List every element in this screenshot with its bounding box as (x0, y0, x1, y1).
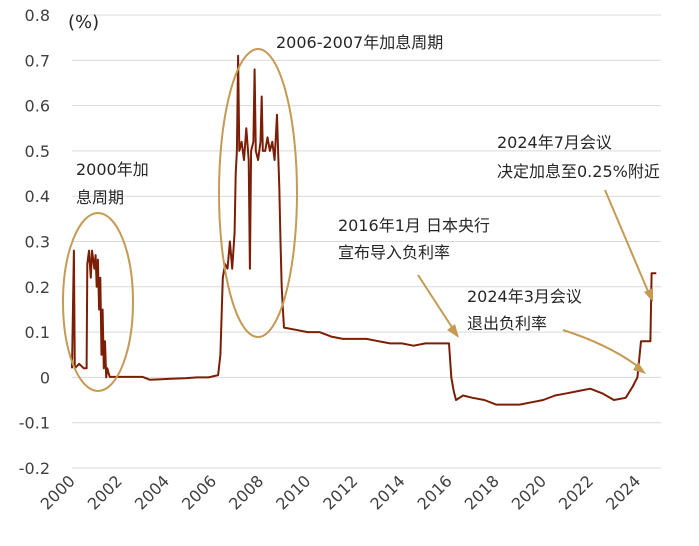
annotation-2024-july-line1: 2024年7月会议 (497, 133, 612, 152)
y-tick-label: 0.1 (25, 323, 50, 342)
annotation-2024-march-line1: 2024年3月会议 (467, 287, 582, 306)
annotation-2016-line2: 宣布导入负利率 (338, 243, 450, 262)
gridlines (72, 14, 661, 469)
x-tick-label: 2014 (366, 471, 408, 513)
x-tick-label: 2018 (461, 471, 503, 513)
annotation-2024-march-line2: 退出负利率 (467, 314, 547, 333)
annotation-2016-line1: 2016年1月 日本央行 (338, 216, 490, 235)
x-tick-label: 2012 (319, 471, 361, 513)
y-tick-label: 0.3 (25, 233, 50, 252)
x-tick-label: 2024 (602, 471, 644, 513)
x-tick-label: 2010 (272, 471, 314, 513)
y-unit-label: (%) (68, 12, 99, 33)
series-line (71, 54, 657, 406)
x-tick-label: 2016 (414, 471, 456, 513)
y-tick-label: 0.8 (25, 6, 50, 25)
annotation-2000-line1: 2000年加 (76, 160, 149, 179)
x-tick-label: 2004 (131, 471, 173, 513)
annotation-2006: 2006-2007年加息周期 (276, 33, 443, 52)
y-tick-label: 0.2 (25, 278, 50, 297)
x-tick-label: 2008 (225, 471, 267, 513)
annotation-2000-line2: 息周期 (76, 188, 124, 207)
y-tick-label: 0.5 (25, 142, 50, 161)
y-tick-label: 0.7 (25, 51, 50, 70)
highlight-ellipse-2006 (218, 48, 298, 338)
arrow-2024-july (604, 189, 653, 302)
y-tick-label: 0.6 (25, 97, 50, 116)
highlight-ellipse-2000 (62, 212, 134, 392)
arrow-2016 (417, 274, 459, 338)
y-tick-label: 0 (40, 368, 50, 387)
annotation-2024-july-line2: 决定加息至0.25%附近 (497, 162, 660, 181)
x-tick-label: 2022 (555, 471, 597, 513)
y-tick-label: 0.4 (25, 187, 50, 206)
y-tick-label: -0.2 (19, 459, 50, 478)
y-tick-label: -0.1 (19, 414, 50, 433)
x-tick-label: 2006 (178, 471, 220, 513)
y-axis-ticks: 0.8 0.7 0.6 0.5 0.4 0.3 0.2 0.1 0 -0.1 -0.2 (19, 6, 50, 478)
x-tick-label: 2020 (508, 471, 550, 513)
x-axis-ticks: 2000 2002 2004 2006 2008 2010 2012 2014 2016 2018… (37, 471, 645, 513)
x-tick-label: 2002 (84, 471, 126, 513)
arrow-2024-march (562, 329, 646, 374)
